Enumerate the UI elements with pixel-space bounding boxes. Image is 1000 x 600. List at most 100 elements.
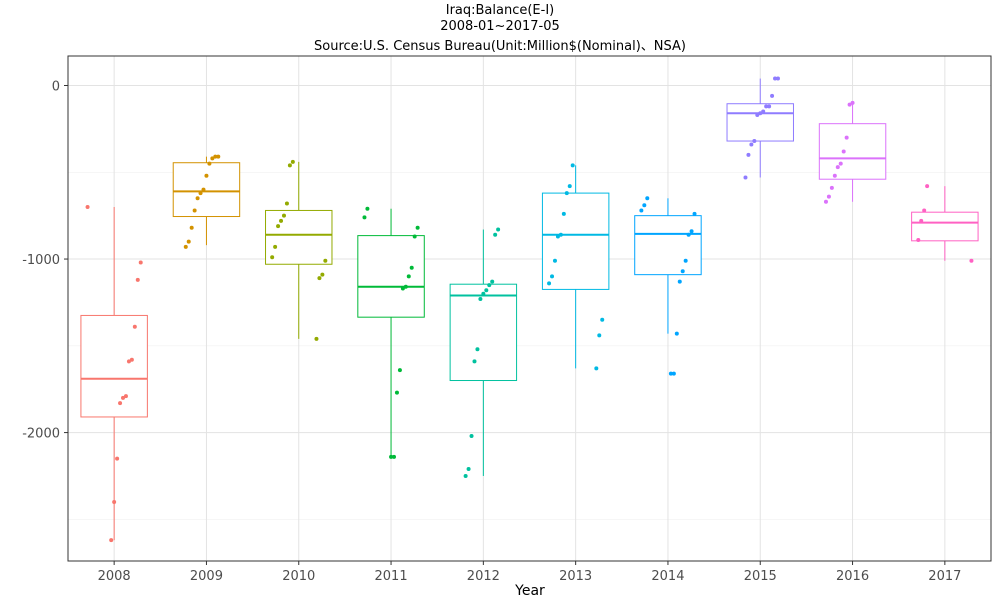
data-point bbox=[409, 265, 414, 270]
x-tick-label: 2011 bbox=[375, 569, 408, 584]
data-point bbox=[284, 201, 289, 206]
data-point bbox=[555, 234, 560, 239]
data-point bbox=[314, 336, 319, 341]
data-point bbox=[412, 234, 417, 239]
data-point bbox=[755, 113, 760, 118]
data-point bbox=[121, 395, 126, 400]
data-point bbox=[276, 224, 281, 229]
data-point bbox=[597, 333, 602, 338]
data-point bbox=[279, 218, 284, 223]
data-point bbox=[752, 139, 757, 144]
data-point bbox=[770, 93, 775, 98]
data-point bbox=[466, 467, 471, 472]
data-point bbox=[126, 359, 131, 364]
data-point bbox=[463, 473, 468, 478]
data-point bbox=[192, 208, 197, 213]
data-point bbox=[680, 269, 685, 274]
data-point bbox=[767, 104, 772, 109]
data-point bbox=[472, 359, 477, 364]
data-point bbox=[841, 149, 846, 154]
box-2017 bbox=[911, 186, 979, 261]
data-point bbox=[642, 203, 647, 208]
box-2012 bbox=[449, 229, 518, 476]
data-point bbox=[287, 163, 292, 168]
x-tick-label: 2016 bbox=[836, 569, 869, 584]
data-point bbox=[829, 185, 834, 190]
x-tick-label: 2009 bbox=[190, 569, 223, 584]
data-point bbox=[969, 258, 974, 263]
data-point bbox=[201, 187, 206, 192]
data-point bbox=[677, 279, 682, 284]
data-point bbox=[567, 184, 572, 189]
data-point bbox=[484, 288, 489, 293]
box-iqr bbox=[726, 103, 794, 142]
data-point bbox=[561, 211, 566, 216]
x-tick-label: 2010 bbox=[282, 569, 315, 584]
data-point bbox=[85, 204, 90, 209]
data-point bbox=[761, 109, 766, 114]
box-2013 bbox=[541, 165, 610, 369]
data-point bbox=[400, 286, 405, 291]
box-2010 bbox=[265, 161, 333, 339]
box-2014 bbox=[634, 198, 702, 334]
box-iqr bbox=[541, 192, 610, 290]
data-point bbox=[115, 456, 120, 461]
data-point bbox=[558, 232, 563, 237]
data-point bbox=[671, 371, 676, 376]
y-tick-label: 0 bbox=[52, 80, 60, 95]
chart-title: Iraq:Balance(E-I) bbox=[445, 3, 555, 18]
box-iqr bbox=[265, 209, 333, 265]
data-point bbox=[844, 135, 849, 140]
data-point bbox=[743, 175, 748, 180]
data-point bbox=[323, 258, 328, 263]
data-point bbox=[570, 163, 575, 168]
x-tick-label: 2015 bbox=[744, 569, 777, 584]
data-point bbox=[600, 317, 605, 322]
x-axis-title: Year bbox=[514, 583, 545, 599]
chart-subtitle: 2008-01~2017-05 bbox=[440, 19, 560, 34]
plot-border bbox=[67, 55, 992, 562]
data-point bbox=[123, 394, 128, 399]
x-tick-label: 2013 bbox=[559, 569, 592, 584]
data-point bbox=[478, 296, 483, 301]
data-point bbox=[674, 331, 679, 336]
data-point bbox=[775, 76, 780, 81]
x-tick-label: 2008 bbox=[98, 569, 131, 584]
data-point bbox=[764, 104, 769, 109]
data-point bbox=[365, 206, 370, 211]
data-point bbox=[746, 152, 751, 157]
data-point bbox=[916, 237, 921, 242]
data-point bbox=[415, 225, 420, 230]
data-point bbox=[397, 368, 402, 373]
data-point bbox=[392, 454, 397, 459]
box-2016 bbox=[818, 102, 887, 202]
data-point bbox=[406, 274, 411, 279]
data-point bbox=[213, 154, 218, 159]
data-point bbox=[138, 260, 143, 265]
data-point bbox=[135, 277, 140, 282]
data-point bbox=[823, 199, 828, 204]
data-point bbox=[919, 218, 924, 223]
box-iqr bbox=[449, 283, 518, 382]
data-point bbox=[550, 274, 555, 279]
data-point bbox=[281, 213, 286, 218]
data-point bbox=[403, 284, 408, 289]
box-iqr bbox=[357, 235, 425, 318]
data-point bbox=[758, 111, 763, 116]
data-point bbox=[547, 281, 552, 286]
data-point bbox=[317, 276, 322, 281]
data-point bbox=[475, 347, 480, 352]
data-point bbox=[109, 538, 114, 543]
data-point bbox=[195, 196, 200, 201]
data-point bbox=[686, 232, 691, 237]
data-point bbox=[850, 100, 855, 105]
data-point bbox=[204, 173, 209, 178]
data-point bbox=[826, 194, 831, 199]
data-point bbox=[668, 371, 673, 376]
data-point bbox=[183, 244, 188, 249]
box-iqr bbox=[818, 123, 887, 180]
data-point bbox=[564, 191, 569, 196]
data-point bbox=[594, 366, 599, 371]
data-point bbox=[925, 184, 930, 189]
